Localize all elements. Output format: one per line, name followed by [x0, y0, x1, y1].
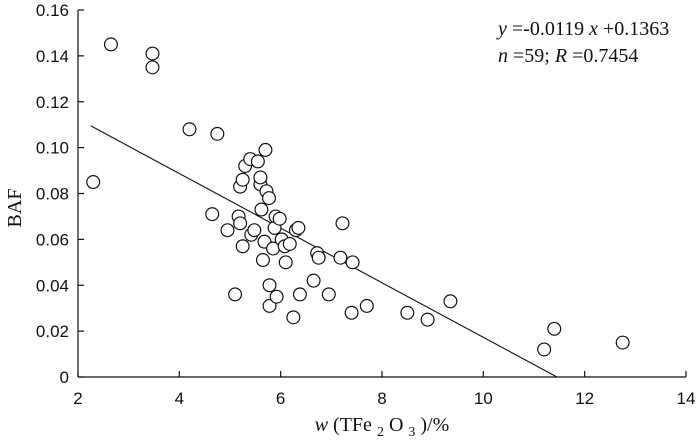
- axes-layer: 2 4 6 8 10 12 14 0 0.02 0.04 0.06 0.08 0.10 0.12 0.14…: [36, 1, 696, 408]
- data-point-52: [420, 312, 435, 327]
- y-tick-label: 0.10: [36, 139, 69, 158]
- data-point-38: [286, 310, 301, 325]
- data-point-47: [335, 216, 350, 231]
- x-tick-label: 4: [175, 389, 184, 408]
- data-point-18: [250, 154, 265, 169]
- data-point-22: [255, 253, 270, 268]
- data-point-10: [233, 216, 248, 231]
- data-point-4: [182, 122, 197, 137]
- y-tick-label: 0.04: [36, 276, 69, 295]
- sample-size-var: n: [498, 45, 508, 67]
- data-point-0: [86, 175, 101, 190]
- data-point-37: [282, 236, 297, 251]
- statistics-annotation: n =59; R =0.7454: [498, 45, 638, 67]
- equation-y-var: y: [496, 18, 507, 40]
- data-point-40: [291, 220, 306, 235]
- x-axis-title-close: )/%: [420, 414, 449, 436]
- x-axis-title-mid: O: [389, 414, 403, 436]
- data-point-27: [262, 278, 277, 293]
- data-point-54: [537, 342, 552, 357]
- data-point-3: [145, 60, 160, 75]
- x-axis-title-prefix: w: [315, 414, 329, 436]
- y-tick-label: 0.06: [36, 230, 69, 249]
- data-point-26: [262, 191, 277, 206]
- correlation-var: R: [554, 45, 567, 67]
- data-point-5: [210, 126, 225, 141]
- data-point-56: [615, 335, 630, 350]
- data-point-36: [278, 255, 293, 270]
- x-axis-title-sub2: 3: [408, 425, 415, 440]
- equation-x-var: x: [588, 18, 598, 40]
- x-axis-title-sub1: 2: [377, 425, 384, 440]
- data-point-28: [262, 298, 277, 313]
- equation-annotation: y =-0.0119 x +0.1363: [496, 18, 669, 40]
- data-point-21: [254, 202, 269, 217]
- data-point-20: [253, 170, 268, 185]
- x-tick-label: 2: [73, 389, 82, 408]
- data-point-46: [333, 250, 348, 265]
- data-point-45: [321, 287, 336, 302]
- data-point-49: [345, 255, 360, 270]
- data-point-2: [145, 46, 160, 61]
- data-point-12: [235, 172, 250, 187]
- y-tick-label: 0.08: [36, 185, 69, 204]
- data-point-17: [247, 223, 262, 238]
- x-tick-label: 12: [575, 389, 594, 408]
- data-point-6: [205, 207, 220, 222]
- data-point-53: [443, 294, 458, 309]
- data-point-41: [292, 287, 307, 302]
- data-point-24: [258, 142, 273, 157]
- y-ticks: 0 0.02 0.04 0.06 0.08 0.10 0.12 0.14 0.16: [36, 1, 84, 387]
- y-tick-label: 0.02: [36, 322, 69, 341]
- x-tick-label: 14: [677, 389, 696, 408]
- data-point-44: [311, 250, 326, 265]
- y-tick-label: 0.14: [36, 47, 69, 66]
- x-ticks: 2 4 6 8 10 12 14: [73, 371, 695, 408]
- y-tick-label: 0.12: [36, 93, 69, 112]
- data-point-42: [306, 273, 321, 288]
- data-points: [86, 37, 630, 357]
- data-point-32: [269, 289, 284, 304]
- x-tick-label: 10: [474, 389, 493, 408]
- data-point-33: [272, 211, 287, 226]
- data-point-7: [220, 223, 235, 238]
- data-point-50: [359, 298, 374, 313]
- sample-size-value: =59;: [513, 45, 550, 67]
- equation-part-2: +0.1363: [603, 18, 669, 40]
- data-point-1: [103, 37, 118, 52]
- x-tick-label: 6: [276, 389, 285, 408]
- data-point-55: [547, 321, 562, 336]
- data-point-48: [344, 305, 359, 320]
- correlation-value: =0.7454: [572, 45, 638, 67]
- data-point-13: [235, 239, 250, 254]
- data-point-8: [228, 287, 243, 302]
- equation-part-1: =-0.0119: [512, 18, 584, 40]
- data-point-51: [400, 305, 415, 320]
- y-tick-label: 0.16: [36, 1, 69, 20]
- x-axis-title-open: (TFe: [333, 414, 372, 436]
- labels-layer: BAF w (TFe 2 O 3 )/% y =-0.0119 x +0.136…: [4, 18, 669, 440]
- y-axis-title: BAF: [4, 189, 26, 228]
- x-tick-label: 8: [377, 389, 386, 408]
- y-tick-label: 0: [60, 368, 69, 387]
- x-axis-title: w (TFe 2 O 3 )/%: [315, 414, 450, 440]
